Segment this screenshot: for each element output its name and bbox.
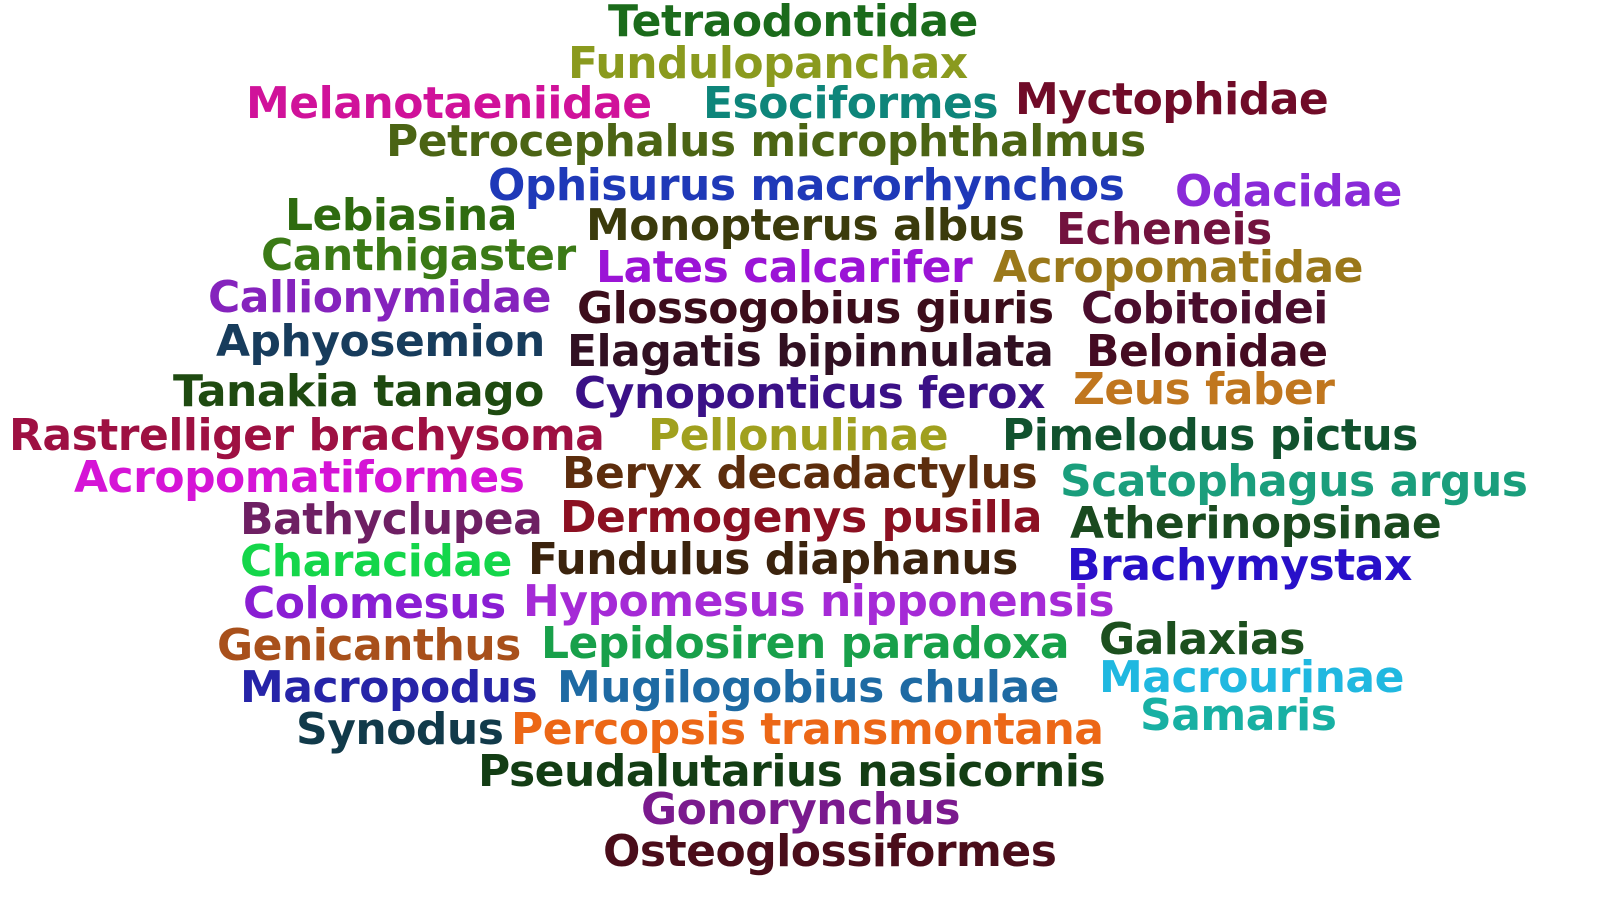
word: Fundulopanchax bbox=[568, 38, 968, 89]
word: Belonidae bbox=[1086, 326, 1328, 377]
word: Pseudalutarius nasicornis bbox=[478, 746, 1106, 797]
word: Pimelodus pictus bbox=[1002, 410, 1418, 461]
word: Lepidosiren paradoxa bbox=[541, 618, 1070, 669]
word: Scatophagus argus bbox=[1060, 456, 1528, 507]
word: Fundulus diaphanus bbox=[528, 534, 1018, 585]
word: Petrocephalus microphthalmus bbox=[386, 116, 1146, 167]
word: Myctophidae bbox=[1015, 74, 1329, 125]
word: Lebiasina bbox=[285, 190, 517, 241]
word: Genicanthus bbox=[217, 620, 521, 671]
word: Samaris bbox=[1140, 690, 1337, 741]
word: Melanotaeniidae bbox=[246, 78, 652, 129]
word: Odacidae bbox=[1175, 166, 1402, 217]
word: Bathyclupea bbox=[240, 494, 543, 545]
word: Dermogenys pusilla bbox=[560, 492, 1042, 543]
word: Brachymystax bbox=[1067, 540, 1412, 591]
word: Cobitoidei bbox=[1081, 283, 1328, 334]
word: Acropomatidae bbox=[993, 242, 1363, 293]
word: Lates calcarifer bbox=[596, 242, 973, 293]
word: Aphyosemion bbox=[216, 316, 545, 367]
word: Macrourinae bbox=[1099, 652, 1404, 703]
word: Mugilogobius chulae bbox=[557, 662, 1059, 713]
word: Zeus faber bbox=[1073, 364, 1335, 415]
word: Glossogobius giuris bbox=[577, 283, 1054, 334]
word: Colomesus bbox=[243, 578, 506, 629]
word: Rastrelliger brachysoma bbox=[9, 410, 605, 461]
word: Beryx decadactylus bbox=[562, 448, 1038, 499]
word: Percopsis transmontana bbox=[511, 704, 1104, 755]
word: Pellonulinae bbox=[648, 410, 949, 461]
word: Tanakia tanago bbox=[173, 366, 544, 417]
word: Osteoglossiformes bbox=[603, 826, 1057, 877]
word: Elagatis bipinnulata bbox=[567, 326, 1054, 377]
word: Macropodus bbox=[240, 662, 538, 713]
word: Characidae bbox=[240, 536, 512, 587]
word: Cynoponticus ferox bbox=[574, 368, 1045, 419]
word: Hypomesus nipponensis bbox=[523, 576, 1115, 627]
word: Gonorynchus bbox=[641, 784, 961, 835]
word: Callionymidae bbox=[208, 272, 551, 323]
word: Galaxias bbox=[1099, 614, 1305, 665]
word: Acropomatiformes bbox=[74, 452, 525, 503]
word: Atherinopsinae bbox=[1070, 498, 1442, 549]
word: Synodus bbox=[296, 704, 504, 755]
word: Tetraodontidae bbox=[608, 0, 978, 47]
word: Monopterus albus bbox=[586, 200, 1025, 251]
word: Esociformes bbox=[703, 78, 999, 129]
word: Ophisurus macrorhynchos bbox=[488, 160, 1125, 211]
word: Echeneis bbox=[1056, 204, 1272, 255]
word: Canthigaster bbox=[261, 230, 576, 281]
